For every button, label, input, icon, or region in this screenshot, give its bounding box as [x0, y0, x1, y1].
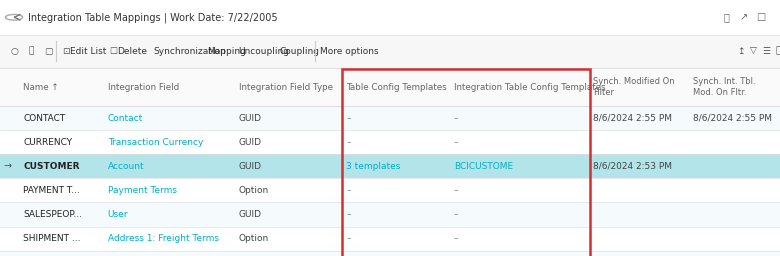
Text: GUID: GUID — [239, 138, 261, 147]
Text: 8/6/2024 2:55 PM: 8/6/2024 2:55 PM — [593, 114, 672, 123]
Text: –: – — [346, 186, 351, 195]
Bar — [0, 227, 780, 251]
Text: Integration Field: Integration Field — [108, 82, 179, 92]
Text: –: – — [454, 138, 459, 147]
Text: –: – — [454, 186, 459, 195]
Text: ↗: ↗ — [739, 12, 747, 22]
Text: Filter: Filter — [593, 88, 614, 97]
Text: ⓘ: ⓘ — [776, 47, 780, 56]
Text: Option: Option — [239, 186, 269, 195]
Text: GUID: GUID — [239, 114, 261, 123]
Text: Payment Terms: Payment Terms — [108, 186, 176, 195]
Text: Integration Table Mappings | Work Date: 7/22/2005: Integration Table Mappings | Work Date: … — [28, 12, 278, 23]
Text: ↥: ↥ — [737, 47, 745, 56]
Bar — [0, 178, 780, 202]
Text: Synchronization: Synchronization — [153, 47, 225, 56]
Text: GUID: GUID — [239, 162, 261, 171]
Text: Uncoupling: Uncoupling — [239, 47, 289, 56]
Text: Transaction Currency: Transaction Currency — [108, 138, 203, 147]
Text: □: □ — [756, 12, 765, 22]
Text: ▽: ▽ — [750, 47, 757, 56]
Text: ⤢: ⤢ — [723, 12, 729, 22]
Text: Integration Table Config Templates: Integration Table Config Templates — [454, 82, 605, 92]
Text: Name ↑: Name ↑ — [23, 82, 59, 92]
Text: –: – — [346, 234, 351, 243]
Bar — [0, 0, 780, 35]
Bar — [0, 106, 780, 130]
Text: –: – — [454, 234, 459, 243]
Text: CONTACT: CONTACT — [23, 114, 66, 123]
Bar — [0, 130, 780, 154]
Text: Delete: Delete — [117, 47, 147, 56]
Text: –: – — [454, 210, 459, 219]
Text: Contact: Contact — [108, 114, 143, 123]
Text: BCICUSTOME: BCICUSTOME — [454, 162, 513, 171]
Bar — [0, 251, 780, 256]
Text: Option: Option — [239, 234, 269, 243]
Text: Mod. On Fltr.: Mod. On Fltr. — [693, 88, 746, 97]
Text: ☰: ☰ — [762, 47, 770, 56]
Bar — [0, 68, 780, 106]
Text: Synch. Int. Tbl.: Synch. Int. Tbl. — [693, 77, 755, 86]
Text: –: – — [346, 138, 351, 147]
Text: CURRENCY: CURRENCY — [23, 138, 73, 147]
Text: Address 1: Freight Terms: Address 1: Freight Terms — [108, 234, 218, 243]
Text: Account: Account — [108, 162, 144, 171]
Text: PAYMENT T...: PAYMENT T... — [23, 186, 80, 195]
Text: –: – — [346, 210, 351, 219]
Text: Coupling: Coupling — [279, 47, 319, 56]
Text: Table Config Templates: Table Config Templates — [346, 82, 447, 92]
Text: ▢: ▢ — [44, 47, 52, 56]
Bar — [0, 154, 780, 178]
Text: ☐: ☐ — [109, 47, 117, 56]
Text: More options: More options — [320, 47, 378, 56]
Text: CUSTOMER: CUSTOMER — [23, 162, 80, 171]
Text: SHIPMENT ...: SHIPMENT ... — [23, 234, 81, 243]
Text: →: → — [3, 161, 11, 172]
Bar — [0, 202, 780, 227]
Text: –: – — [346, 114, 351, 123]
Text: 8/6/2024 2:55 PM: 8/6/2024 2:55 PM — [693, 114, 771, 123]
Text: –: – — [454, 114, 459, 123]
Text: Integration Field Type: Integration Field Type — [239, 82, 333, 92]
Text: ⌕: ⌕ — [29, 47, 34, 56]
Text: Edit List: Edit List — [70, 47, 107, 56]
Bar — [342, 69, 590, 256]
Bar — [0, 35, 780, 68]
Text: 8/6/2024 2:53 PM: 8/6/2024 2:53 PM — [593, 162, 672, 171]
Text: SALESPEOP...: SALESPEOP... — [23, 210, 83, 219]
Text: ○: ○ — [10, 47, 18, 56]
Text: GUID: GUID — [239, 210, 261, 219]
Text: User: User — [108, 210, 128, 219]
Text: Synch. Modified On: Synch. Modified On — [593, 77, 675, 86]
Text: ⊡: ⊡ — [62, 47, 70, 56]
Text: 3 templates: 3 templates — [346, 162, 401, 171]
Text: Mapping: Mapping — [207, 47, 246, 56]
